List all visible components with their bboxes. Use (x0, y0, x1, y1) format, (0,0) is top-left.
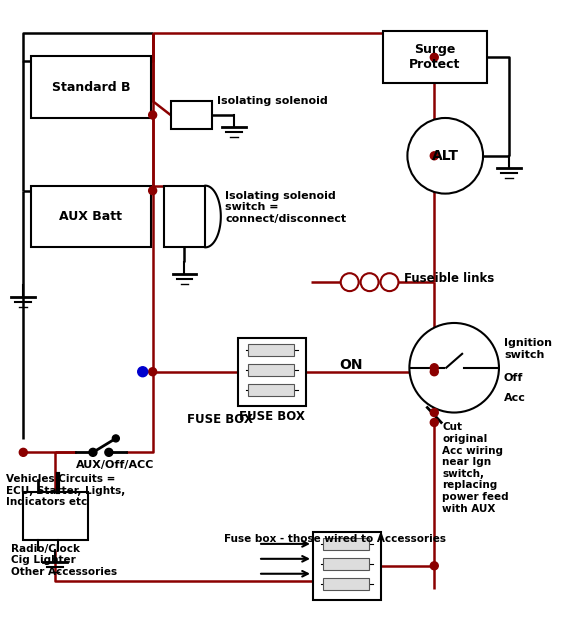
Circle shape (341, 273, 359, 291)
Bar (164, 185, 206, 248)
Text: Standard B: Standard B (52, 81, 130, 93)
Text: Isolating solenoid
switch =
connect/disconnect: Isolating solenoid switch = connect/disc… (226, 190, 347, 224)
Bar (31, 185, 151, 248)
Circle shape (361, 273, 379, 291)
Circle shape (148, 111, 156, 119)
Bar (248, 384, 294, 396)
Text: FUSE BOX: FUSE BOX (187, 413, 254, 425)
Circle shape (89, 448, 97, 457)
Text: AUX Batt: AUX Batt (59, 210, 122, 223)
Text: ON: ON (340, 358, 363, 372)
Bar (238, 338, 306, 406)
Bar (323, 578, 369, 590)
Circle shape (138, 367, 148, 377)
Text: Fuse box - those wired to Accessories: Fuse box - those wired to Accessories (224, 534, 446, 544)
Bar (383, 31, 487, 83)
Bar (171, 101, 212, 129)
Text: FUSE BOX: FUSE BOX (239, 410, 305, 422)
Circle shape (148, 368, 156, 376)
Text: Fuseible links: Fuseible links (404, 272, 494, 285)
Circle shape (431, 53, 439, 61)
Circle shape (112, 435, 119, 442)
Text: Cut
original
Acc wiring
near Ign
switch,
replacing
power feed
with AUX: Cut original Acc wiring near Ign switch,… (442, 422, 509, 514)
Circle shape (105, 448, 113, 457)
Circle shape (19, 448, 27, 457)
Text: Surge
Protect: Surge Protect (409, 43, 460, 71)
Text: AUX/Off/ACC: AUX/Off/ACC (76, 460, 154, 471)
Bar (313, 532, 380, 599)
Circle shape (431, 152, 439, 160)
Circle shape (409, 323, 499, 413)
Text: Ignition
switch: Ignition switch (504, 338, 552, 359)
Circle shape (380, 273, 399, 291)
Text: Off: Off (504, 373, 523, 383)
Bar (31, 57, 151, 118)
Text: Isolating solenoid: Isolating solenoid (218, 96, 328, 106)
Bar (323, 538, 369, 550)
Circle shape (431, 364, 439, 371)
Text: Acc: Acc (504, 392, 526, 403)
Bar (23, 492, 88, 540)
Bar (248, 364, 294, 376)
Text: Vehicles Circuits =
ECU, Starter, Lights,
Indicators etc: Vehicles Circuits = ECU, Starter, Lights… (6, 474, 126, 507)
Circle shape (148, 187, 156, 194)
Circle shape (431, 562, 439, 570)
Text: Radio/Clock
Cig Lighter
Other Accessories: Radio/Clock Cig Lighter Other Accessorie… (11, 544, 118, 577)
Bar (323, 558, 369, 570)
Circle shape (431, 368, 439, 376)
Circle shape (407, 118, 483, 194)
Circle shape (431, 408, 439, 417)
Bar (248, 344, 294, 356)
Circle shape (431, 418, 439, 427)
Text: ALT: ALT (432, 149, 459, 163)
